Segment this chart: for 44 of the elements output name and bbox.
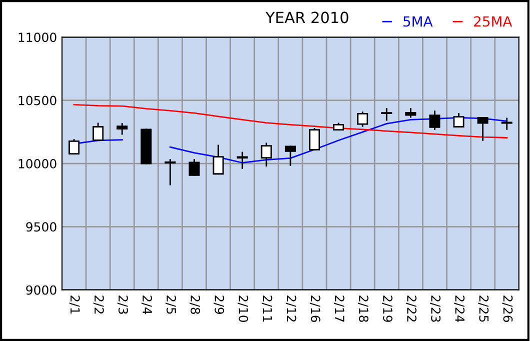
x-tick-label: 2/11 [262, 296, 272, 322]
candlestick [260, 142, 272, 167]
candlestick [477, 116, 488, 141]
x-tick-label: 2/4 [142, 296, 152, 314]
candlestick [236, 152, 248, 169]
x-tick-label: 2/2 [93, 296, 104, 314]
x-tick-label: 2/18 [358, 296, 368, 322]
candlestick [116, 123, 128, 135]
x-tick-label: 2/26 [502, 296, 513, 322]
line-series [73, 104, 508, 138]
legend-label: 5MA [404, 16, 433, 27]
candlestick [429, 110, 440, 130]
candlestick [188, 159, 200, 176]
candlestick [501, 118, 512, 130]
candlestick [68, 139, 80, 154]
x-tick-label: 2/5 [166, 296, 176, 314]
y-tick-label: 9500 [26, 222, 56, 232]
x-tick-label: 2/10 [238, 296, 248, 322]
x-tick-label: 2/25 [478, 296, 489, 322]
x-tick-label: 2/8 [190, 296, 200, 314]
candlestick [453, 113, 464, 128]
x-tick-label: 2/22 [406, 296, 416, 322]
x-tick-label: 2/9 [214, 296, 224, 314]
x-tick-label: 2/12 [286, 296, 296, 322]
x-tick-label: 2/19 [382, 296, 392, 322]
candlestick [212, 144, 224, 175]
candlestick [381, 108, 392, 121]
x-tick-label: 2/1 [69, 296, 80, 314]
candlestick [357, 112, 368, 127]
candlestick [164, 159, 176, 186]
candlestick [284, 146, 296, 166]
y-tick-label: 9000 [26, 285, 56, 295]
chart-title: YEAR 2010 [265, 12, 348, 24]
x-tick-label: 2/23 [430, 296, 441, 322]
y-tick-label: 10500 [18, 96, 56, 106]
y-tick-label: 11000 [18, 32, 56, 42]
candlestick [92, 122, 104, 141]
x-tick-label: 2/24 [454, 296, 465, 322]
candlestick [308, 128, 320, 150]
y-tick-label: 10000 [18, 158, 56, 168]
x-tick-label: 2/16 [310, 296, 320, 322]
x-tick-label: 2/17 [334, 296, 344, 322]
x-tick-label: 2/3 [118, 296, 128, 314]
legend-label: 25MA [474, 16, 512, 27]
